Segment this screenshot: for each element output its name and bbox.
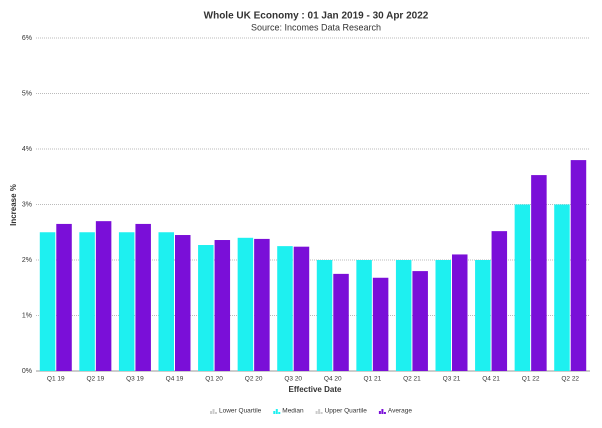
legend-icon [383,412,386,414]
x-tick-label: Q3 19 [126,376,144,383]
bar [214,240,231,371]
bar [514,204,531,371]
bar [316,260,333,371]
bar [277,246,293,371]
x-tick-label: Q2 22 [561,376,579,383]
bar [333,273,349,371]
y-tick-label: 5% [22,90,32,97]
y-tick-label: 2% [22,257,32,264]
bar [475,260,491,371]
bar [395,260,412,371]
x-tick-label: Q4 21 [482,376,500,383]
bar [56,223,72,371]
legend-label: Lower Quartile [219,408,262,415]
x-tick-label: Q1 21 [363,376,381,383]
chart-title: Whole UK Economy : 01 Jan 2019 - 30 Apr … [204,11,429,22]
legend-icon [378,411,381,414]
bar [158,232,174,371]
bar [452,254,468,371]
x-tick-label: Q4 20 [324,376,342,383]
x-tick-label: Q3 20 [284,376,302,383]
bar [412,271,428,371]
y-axis-label: Increase % [9,184,18,226]
legend-icon [215,412,218,414]
x-tick-label: Q2 21 [403,376,421,383]
bar [570,160,587,371]
bar [554,204,570,371]
legend-icon [320,412,323,414]
legend-icon [315,411,318,414]
x-tick-label: Q2 20 [245,376,263,383]
bar [198,245,214,371]
legend-icon [381,409,384,414]
legend-label: Median [282,408,304,415]
bar [175,235,191,371]
legend-icon [210,411,213,414]
x-tick-label: Q1 20 [205,376,223,383]
x-tick-label: Q2 19 [86,376,104,383]
x-tick-label: Q4 19 [166,376,184,383]
y-tick-label: 3% [22,201,32,208]
legend-icon [275,409,278,414]
y-tick-label: 6% [22,35,32,42]
bar [237,237,254,371]
x-tick-label: Q3 21 [443,376,461,383]
legend-icon [212,409,215,414]
bar [39,232,56,371]
bar [435,260,451,371]
bar [531,175,547,371]
bar [293,246,310,371]
bar [95,221,112,371]
chart-subtitle: Source: Incomes Data Research [251,22,381,32]
bar [372,277,389,371]
bar [118,232,135,371]
y-tick-label: 0% [22,368,32,375]
legend-icon [278,412,281,414]
x-tick-label: Q1 22 [522,376,540,383]
bar [79,232,95,371]
y-tick-label: 1% [22,312,32,319]
bar [491,231,508,371]
legend-icon [273,411,276,414]
y-tick-label: 4% [22,146,32,153]
legend-icon [318,409,321,414]
bar [356,260,372,371]
legend-label: Average [388,408,412,415]
legend-label: Upper Quartile [325,408,368,415]
bar [254,238,270,371]
bar [135,223,151,371]
x-axis-label: Effective Date [289,385,342,394]
x-tick-label: Q1 19 [47,376,65,383]
